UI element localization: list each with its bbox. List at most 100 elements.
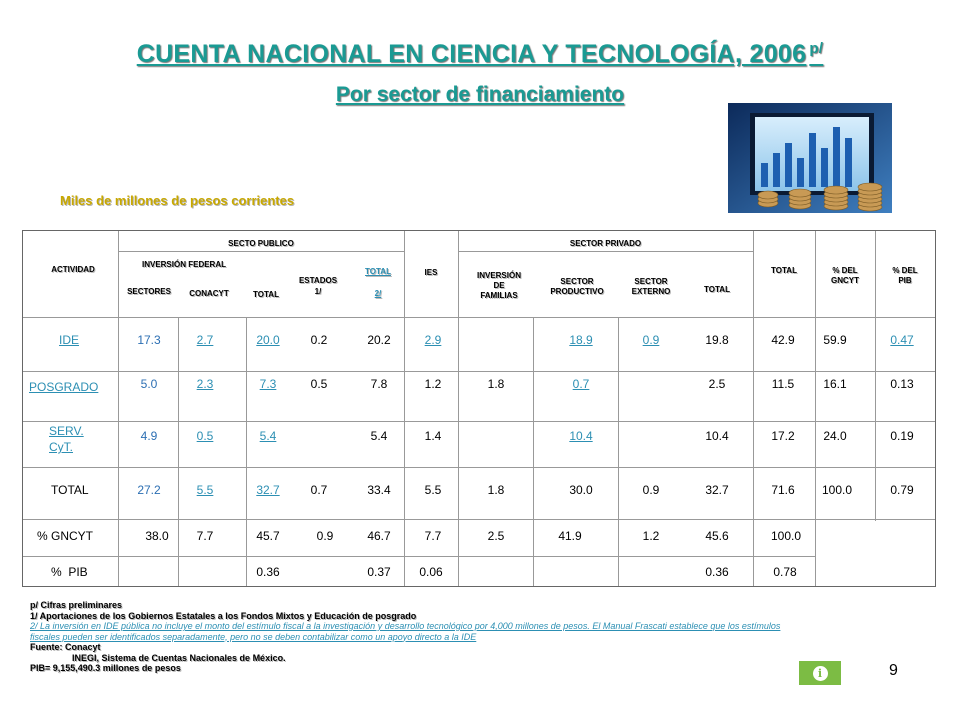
cell-conacyt[interactable]: 0.5 <box>196 429 214 443</box>
row-label-posgrado[interactable]: POSGRADO <box>29 380 99 394</box>
cell-productivo: 41.9 <box>558 529 582 543</box>
cell-conacyt[interactable]: 2.3 <box>196 377 214 391</box>
header-pct-gncyt: % DEL GNCYT <box>815 266 875 286</box>
info-icon: i <box>812 665 828 681</box>
page-number: 9 <box>889 662 898 679</box>
grid-line <box>118 231 119 586</box>
cell-total-publico: 0.37 <box>367 565 391 579</box>
cell-productivo[interactable]: 18.9 <box>569 333 593 347</box>
header-conacyt: CONACYT <box>189 289 229 298</box>
header-pct-gncyt-line2: GNCYT <box>831 276 859 285</box>
cell-ies: 7.7 <box>424 529 442 543</box>
header-pct-gncyt-line1: % DEL <box>832 266 858 275</box>
cell-total-privado: 32.7 <box>705 483 729 497</box>
units-caption: Miles de millones de pesos corrientes <box>60 193 295 208</box>
cell-ies: 1.4 <box>424 429 442 443</box>
cell-familias: 1.8 <box>487 483 505 497</box>
cell-pct-gncyt: 100.0 <box>821 483 853 497</box>
grid-line <box>23 556 815 557</box>
cell-sectores: 27.2 <box>137 483 161 497</box>
header-total-publico: TOTAL <box>365 267 391 276</box>
cell-ies[interactable]: 2.9 <box>424 333 442 347</box>
cell-ies: 5.5 <box>424 483 442 497</box>
header-sector-privado: SECTOR PRIVADO <box>569 239 642 248</box>
header-sector-publico: SECTO PUBLICO <box>228 239 294 248</box>
footnote-2-link[interactable]: 2/ La inversión en IDE pública no incluy… <box>30 621 781 642</box>
cell-total-publico: 20.2 <box>367 333 391 347</box>
cell-productivo[interactable]: 10.4 <box>569 429 593 443</box>
header-pct-pib-line2: PIB <box>898 276 912 285</box>
cell-total: 42.9 <box>771 333 795 347</box>
header-pct-pib: % DEL PIB <box>875 266 935 286</box>
grid-line <box>23 519 935 520</box>
grid-line <box>23 371 935 372</box>
grid-line <box>533 317 534 586</box>
cell-conacyt[interactable]: 5.5 <box>196 483 214 497</box>
header-ies: IES <box>424 268 438 277</box>
cell-total-federal[interactable]: 32.7 <box>256 483 280 497</box>
row-label-serv-cyt[interactable]: SERV. CyT. <box>49 423 84 455</box>
cell-total-federal[interactable]: 5.4 <box>259 429 277 443</box>
row-label-serv-line2: CyT. <box>49 440 73 454</box>
row-label-ide[interactable]: IDE <box>59 333 80 347</box>
cell-familias: 2.5 <box>487 529 505 543</box>
row-label-pct-gncyt: % GNCYT <box>37 529 94 543</box>
cell-total-privado: 0.36 <box>705 565 729 579</box>
header-total-federal: TOTAL <box>253 290 279 299</box>
cell-total-federal: 0.36 <box>256 565 280 579</box>
header-sectores: SECTORES <box>127 287 171 296</box>
cell-total: 11.5 <box>771 377 795 391</box>
cell-externo[interactable]: 0.9 <box>642 333 660 347</box>
cell-conacyt[interactable]: 2.7 <box>196 333 214 347</box>
page-title: CUENTA NACIONAL EN CIENCIA Y TECNOLOGÍA,… <box>0 40 960 69</box>
cell-sectores: 5.0 <box>140 377 158 391</box>
cell-total-privado: 45.6 <box>705 529 729 543</box>
cell-total-publico: 46.7 <box>367 529 391 543</box>
grid-line <box>23 421 935 422</box>
header-sector-productivo-line2: PRODUCTIVO <box>550 287 604 296</box>
cell-total-federal[interactable]: 7.3 <box>259 377 277 391</box>
header-sector-externo: SECTOR EXTERNO <box>617 277 685 297</box>
footnotes: p/ Cifras preliminares 1/ Aportaciones d… <box>30 600 810 674</box>
header-total: TOTAL <box>771 266 797 275</box>
header-sector-productivo: SECTOR PRODUCTIVO <box>534 277 620 297</box>
header-total-publico-note: 2/ <box>374 289 382 298</box>
cell-estados: 0.9 <box>316 529 334 543</box>
cell-total-publico: 5.4 <box>370 429 388 443</box>
header-pct-pib-line1: % DEL <box>892 266 918 275</box>
cell-total: 17.2 <box>771 429 795 443</box>
cell-productivo[interactable]: 0.7 <box>572 377 590 391</box>
header-inversion-familias-line1: INVERSIÓN <box>476 271 521 280</box>
cell-pct-pib: 0.13 <box>890 377 914 391</box>
info-button[interactable]: i <box>799 661 841 685</box>
cell-total: 100.0 <box>770 529 802 543</box>
cell-total: 71.6 <box>771 483 795 497</box>
title-superscript: p/ <box>809 40 824 57</box>
cell-sectores: 38.0 <box>145 529 169 543</box>
cell-externo: 1.2 <box>642 529 660 543</box>
header-inversion-familias-line2: DE <box>493 281 505 290</box>
row-label-serv-line1: SERV. <box>49 424 84 438</box>
header-total-privado: TOTAL <box>704 285 730 294</box>
footnote-preliminary: p/ Cifras preliminares <box>30 600 123 610</box>
header-sector-externo-line1: SECTOR <box>634 277 668 286</box>
header-inversion-federal: INVERSIÓN FEDERAL <box>141 260 226 269</box>
grid-line <box>458 251 753 252</box>
cell-sectores: 17.3 <box>137 333 161 347</box>
cell-familias: 1.8 <box>487 377 505 391</box>
footnote-inegi: INEGI, Sistema de Cuentas Nacionales de … <box>72 652 286 663</box>
cell-pct-pib[interactable]: 0.47 <box>890 333 914 347</box>
cell-pct-pib: 0.79 <box>890 483 914 497</box>
chart-coins-photo <box>728 103 892 213</box>
header-sector-externo-line2: EXTERNO <box>631 287 671 296</box>
cell-total-privado: 2.5 <box>708 377 726 391</box>
header-inversion-familias: INVERSIÓN DE FAMILIAS <box>459 271 539 301</box>
grid-line <box>458 231 459 586</box>
cell-ies: 0.06 <box>419 565 443 579</box>
cell-total-federal[interactable]: 20.0 <box>256 333 280 347</box>
cell-sectores: 4.9 <box>140 429 158 443</box>
cell-externo: 0.9 <box>642 483 660 497</box>
cell-total-federal: 45.7 <box>256 529 280 543</box>
cell-pct-gncyt: 24.0 <box>823 429 847 443</box>
cell-pct-gncyt: 59.9 <box>823 333 847 347</box>
